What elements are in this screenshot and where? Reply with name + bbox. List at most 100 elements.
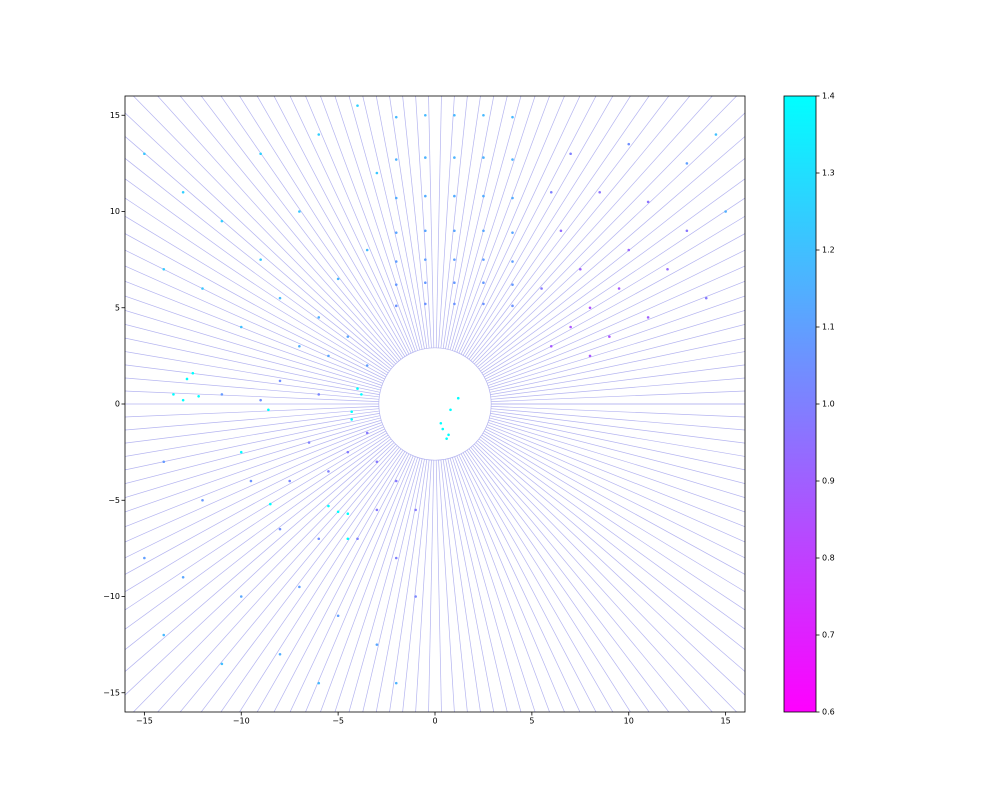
point [646,200,650,204]
colorbar-tick-label: 0.8 [822,554,835,563]
ray [445,459,495,712]
point [394,556,398,560]
point [394,681,398,685]
ray [484,430,745,575]
ray [179,96,400,361]
ray [289,96,412,354]
point [220,393,224,396]
point [394,260,398,263]
point [317,681,321,685]
point [579,267,582,271]
point [181,575,185,579]
point [278,379,282,383]
ray [125,265,384,382]
ray [334,96,418,351]
point [424,258,427,261]
point [453,194,456,198]
ray [449,458,522,712]
point [375,460,379,464]
ray [305,96,414,353]
point [685,162,689,165]
colorbar-tick-label: 0.7 [822,631,835,640]
ray [470,96,691,361]
ray [125,406,379,418]
point [317,537,321,541]
ray [125,430,386,575]
ray [428,96,435,348]
ray [125,233,386,378]
ray [487,422,745,513]
ray [157,96,398,363]
ray [488,419,745,498]
point [298,344,301,348]
point [365,364,369,367]
ray [362,96,423,350]
ray [491,390,745,402]
point [327,470,330,473]
x-tick-label: −5 [332,717,344,726]
ray [440,459,468,712]
point [327,504,330,508]
point [197,395,200,398]
point [350,418,353,421]
colorbar [783,95,817,713]
ray [484,233,745,378]
ray [489,415,745,471]
point [317,133,321,136]
ray [402,459,430,712]
ray [157,445,398,712]
ray [438,460,455,712]
point [278,527,282,531]
ray [125,178,390,372]
point [549,190,553,194]
ray [482,215,745,376]
ray [442,459,481,712]
ray [125,410,380,444]
point [365,248,369,252]
ray [389,459,428,712]
ray [474,96,738,365]
point [365,431,369,435]
y-tick-label: 0 [115,400,120,409]
colorbar-tick-label: 1.3 [822,169,835,178]
point [724,210,727,213]
ray [478,157,745,370]
ray [320,96,416,352]
ray [489,337,745,393]
point [453,156,456,159]
ray [415,96,432,348]
ray [438,96,455,348]
point [298,585,301,589]
ray [456,96,565,353]
point [356,104,359,107]
point [298,210,301,213]
point [666,267,669,271]
x-tick-label: −15 [136,717,153,726]
ray [474,443,738,712]
ray [477,135,745,368]
ray [462,452,614,712]
point [511,196,514,200]
point [608,335,611,338]
ray [490,351,745,395]
point [356,537,359,541]
point [394,196,398,200]
point [375,508,379,512]
point [588,354,592,358]
ray [125,215,388,376]
ray [481,197,745,374]
ray [488,310,745,389]
point [627,142,631,146]
ray [456,455,565,712]
point [549,344,553,348]
ray [486,426,745,543]
ray [348,96,421,350]
point [511,283,514,286]
ray [468,96,670,360]
ray [481,434,745,611]
ray [454,96,550,352]
point [239,325,243,329]
y-tick-label: −15 [103,688,120,697]
point [482,229,485,233]
